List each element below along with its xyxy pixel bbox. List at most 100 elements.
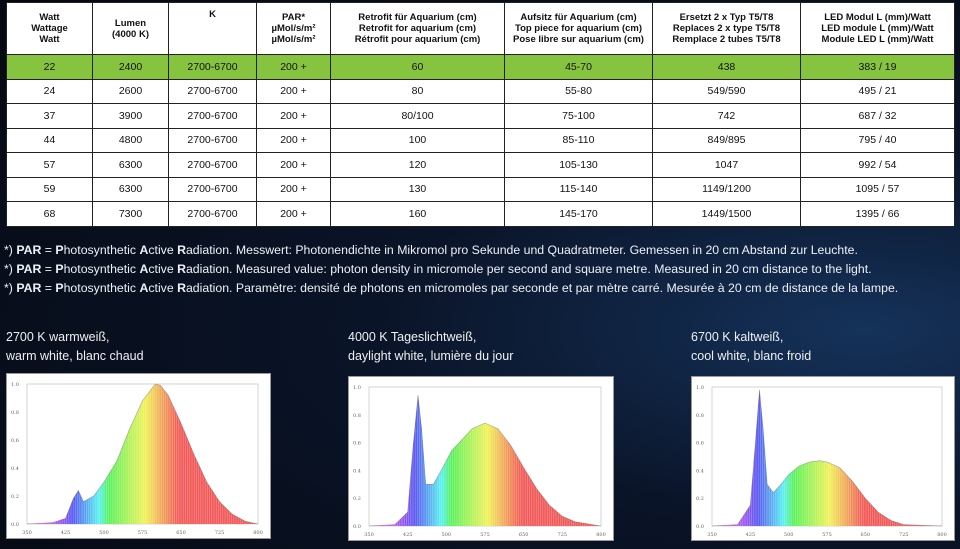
table-cell: 2700-6700 <box>168 54 257 80</box>
table-cell: 2700-6700 <box>168 103 257 129</box>
y-tick-label: 0.2 <box>353 496 361 502</box>
spectrum-title-4000k: 4000 K Tageslichtweiß, daylight white, l… <box>348 330 514 363</box>
x-tick-label: 425 <box>403 532 413 538</box>
x-tick-label: 725 <box>558 532 568 538</box>
spectrum-area <box>369 395 601 526</box>
header-kelvin: K <box>168 2 257 55</box>
spectrum-chart-4000k: 1.0 0.8 0.6 0.4 0.2 0.0 350 425 500 575 650 725 800 <box>348 376 614 541</box>
table-cell: 45-70 <box>504 54 653 80</box>
x-tick-label: 350 <box>707 532 717 538</box>
x-tick-label: 425 <box>61 530 71 536</box>
table-cell: 1047 <box>652 152 801 178</box>
table-row: 44 4800 2700-6700 200 +100 85-110 849/895 795 … <box>6 127 955 153</box>
table-cell: 549/590 <box>652 78 801 104</box>
table-cell: 145-170 <box>504 201 653 227</box>
spectrum-chart-2700k: 1.0 0.8 0.6 0.4 0.2 0.0 350 425 500 575 650 725 800 <box>6 373 271 539</box>
table-cell: 495 / 21 <box>800 78 955 104</box>
table-cell: 200 + <box>256 78 331 104</box>
y-tick-label: 0.4 <box>11 466 19 472</box>
x-tick-label: 500 <box>442 532 452 538</box>
table-cell: 80/100 <box>330 103 505 129</box>
table-cell: 1095 / 57 <box>800 176 955 202</box>
table-cell: 24 <box>6 78 93 104</box>
y-tick-label: 0.0 <box>353 524 361 530</box>
x-tick-label: 650 <box>861 532 871 538</box>
header-replaces: Ersetzt 2 x Typ T5/T8 Replaces 2 x type … <box>652 2 801 55</box>
table-row: 24 2600 2700-6700 200 +80 55-80 549/590 495 / … <box>6 78 955 104</box>
table-cell: 105-130 <box>504 152 653 178</box>
x-tick-label: 725 <box>215 530 225 536</box>
table-cell: 2600 <box>92 78 169 104</box>
table-cell: 85-110 <box>504 127 653 153</box>
y-tick-label: 0.8 <box>696 413 704 419</box>
par-footnotes: *) PAR = Photosynthetic Active Radiation… <box>4 241 956 298</box>
spectrum-line <box>711 389 943 527</box>
spectrum-title-6700k: 6700 K kaltweiß, cool white, blanc froid <box>691 330 812 363</box>
table-cell: 2700-6700 <box>168 201 257 227</box>
header-top-piece: Aufsitz für Aquarium (cm) Top piece for … <box>504 2 653 55</box>
spectrum-line <box>26 383 259 525</box>
x-tick-label: 425 <box>746 532 756 538</box>
table-cell: 2700-6700 <box>168 127 257 153</box>
table-cell: 200 + <box>256 127 331 153</box>
table-cell: 44 <box>6 127 93 153</box>
y-tick-label: 0.8 <box>11 410 19 416</box>
par-note-fr: *) PAR = Photosynthetic Active Radiation… <box>4 281 899 295</box>
spectrum-area <box>27 384 258 524</box>
table-cell: 37 <box>6 103 93 129</box>
spectrum-chart-6700k: 1.0 0.8 0.6 0.4 0.2 0.0 350 425 500 575 650 725 800 <box>691 376 955 541</box>
table-cell: 2400 <box>92 54 169 80</box>
y-tick-label: 0.6 <box>11 438 19 444</box>
specs-table: Watt Wattage Watt Lumen (4000 K) K PAR* … <box>6 2 955 227</box>
table-row: 37 3900 2700-6700 200 +80/100 75-100 742 687 /… <box>6 103 955 129</box>
table-cell: 75-100 <box>504 103 653 129</box>
table-cell: 200 + <box>256 201 331 227</box>
table-row: 68 7300 2700-6700 200 +160 145-170 1449/1500 1… <box>6 201 955 227</box>
x-tick-label: 575 <box>480 532 490 538</box>
table-cell: 3900 <box>92 103 169 129</box>
table-cell: 742 <box>652 103 801 129</box>
x-tick-label: 350 <box>22 530 32 536</box>
header-led-module: LED Modul L (mm)/Watt LED module L (mm)/… <box>800 2 955 55</box>
table-cell: 4800 <box>92 127 169 153</box>
x-tick-label: 500 <box>99 530 109 536</box>
y-tick-label: 0.2 <box>11 494 19 500</box>
y-tick-label: 0.0 <box>11 522 19 528</box>
header-retrofit: Retrofit für Aquarium (cm) Retrofit for … <box>330 2 505 55</box>
table-cell: 100 <box>330 127 505 153</box>
par-note-de: *) PAR = Photosynthetic Active Radiation… <box>4 243 858 257</box>
x-tick-label: 650 <box>176 530 186 536</box>
table-cell: 60 <box>330 54 505 80</box>
specs-table-container: Watt Wattage Watt Lumen (4000 K) K PAR* … <box>6 2 955 227</box>
x-tick-label: 800 <box>253 530 263 536</box>
x-tick-label: 725 <box>899 532 909 538</box>
x-tick-label: 650 <box>519 532 529 538</box>
table-cell: 1395 / 66 <box>800 201 955 227</box>
table-header-row: Watt Wattage Watt Lumen (4000 K) K PAR* … <box>6 2 955 55</box>
x-tick-label: 575 <box>138 530 148 536</box>
table-cell: 160 <box>330 201 505 227</box>
table-cell: 438 <box>652 54 801 80</box>
table-cell: 57 <box>6 152 93 178</box>
header-lumen: Lumen (4000 K) <box>92 2 169 55</box>
table-cell: 795 / 40 <box>800 127 955 153</box>
x-tick-label: 800 <box>596 532 606 538</box>
table-row: 22 2400 2700-6700 200 +60 45-70 438 383 / 19 <box>6 54 955 80</box>
x-tick-label: 500 <box>784 532 794 538</box>
header-watt: Watt Wattage Watt <box>6 2 93 55</box>
y-tick-label: 0.2 <box>696 496 704 502</box>
x-tick-label: 575 <box>822 532 832 538</box>
table-cell: 1149/1200 <box>652 176 801 202</box>
table-cell: 2700-6700 <box>168 78 257 104</box>
table-cell: 200 + <box>256 54 331 80</box>
spectrum-area <box>712 389 942 526</box>
spectrum-title-2700k: 2700 K warmweiß, warm white, blanc chaud <box>6 330 144 363</box>
table-cell: 687 / 32 <box>800 103 955 129</box>
table-cell: 200 + <box>256 176 331 202</box>
table-cell: 6300 <box>92 152 169 178</box>
y-tick-label: 0.0 <box>696 524 704 530</box>
y-tick-label: 0.8 <box>353 413 361 419</box>
par-note-en: *) PAR = Photosynthetic Active Radiation… <box>4 262 872 276</box>
table-cell: 2700-6700 <box>168 152 257 178</box>
table-cell: 383 / 19 <box>800 54 955 80</box>
